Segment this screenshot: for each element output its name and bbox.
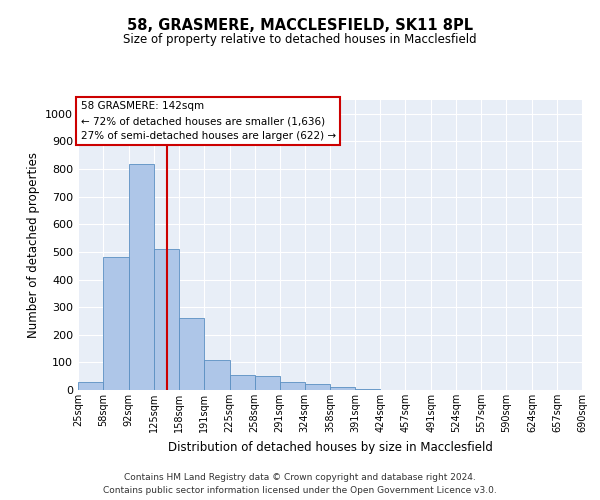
Text: Size of property relative to detached houses in Macclesfield: Size of property relative to detached ho… bbox=[123, 32, 477, 46]
Text: 58 GRASMERE: 142sqm
← 72% of detached houses are smaller (1,636)
27% of semi-det: 58 GRASMERE: 142sqm ← 72% of detached ho… bbox=[80, 102, 335, 141]
Bar bbox=[78, 382, 103, 390]
Bar bbox=[331, 387, 355, 390]
Bar bbox=[254, 376, 280, 390]
Text: Contains public sector information licensed under the Open Government Licence v3: Contains public sector information licen… bbox=[103, 486, 497, 495]
Bar bbox=[230, 375, 254, 390]
Text: Contains HM Land Registry data © Crown copyright and database right 2024.: Contains HM Land Registry data © Crown c… bbox=[124, 474, 476, 482]
Bar bbox=[103, 258, 129, 390]
Bar bbox=[179, 318, 204, 390]
Y-axis label: Number of detached properties: Number of detached properties bbox=[26, 152, 40, 338]
X-axis label: Distribution of detached houses by size in Macclesfield: Distribution of detached houses by size … bbox=[167, 440, 493, 454]
Bar bbox=[280, 382, 305, 390]
Bar bbox=[204, 360, 230, 390]
Bar bbox=[355, 388, 380, 390]
Bar bbox=[154, 249, 179, 390]
Bar bbox=[129, 164, 154, 390]
Text: 58, GRASMERE, MACCLESFIELD, SK11 8PL: 58, GRASMERE, MACCLESFIELD, SK11 8PL bbox=[127, 18, 473, 32]
Bar bbox=[305, 384, 331, 390]
